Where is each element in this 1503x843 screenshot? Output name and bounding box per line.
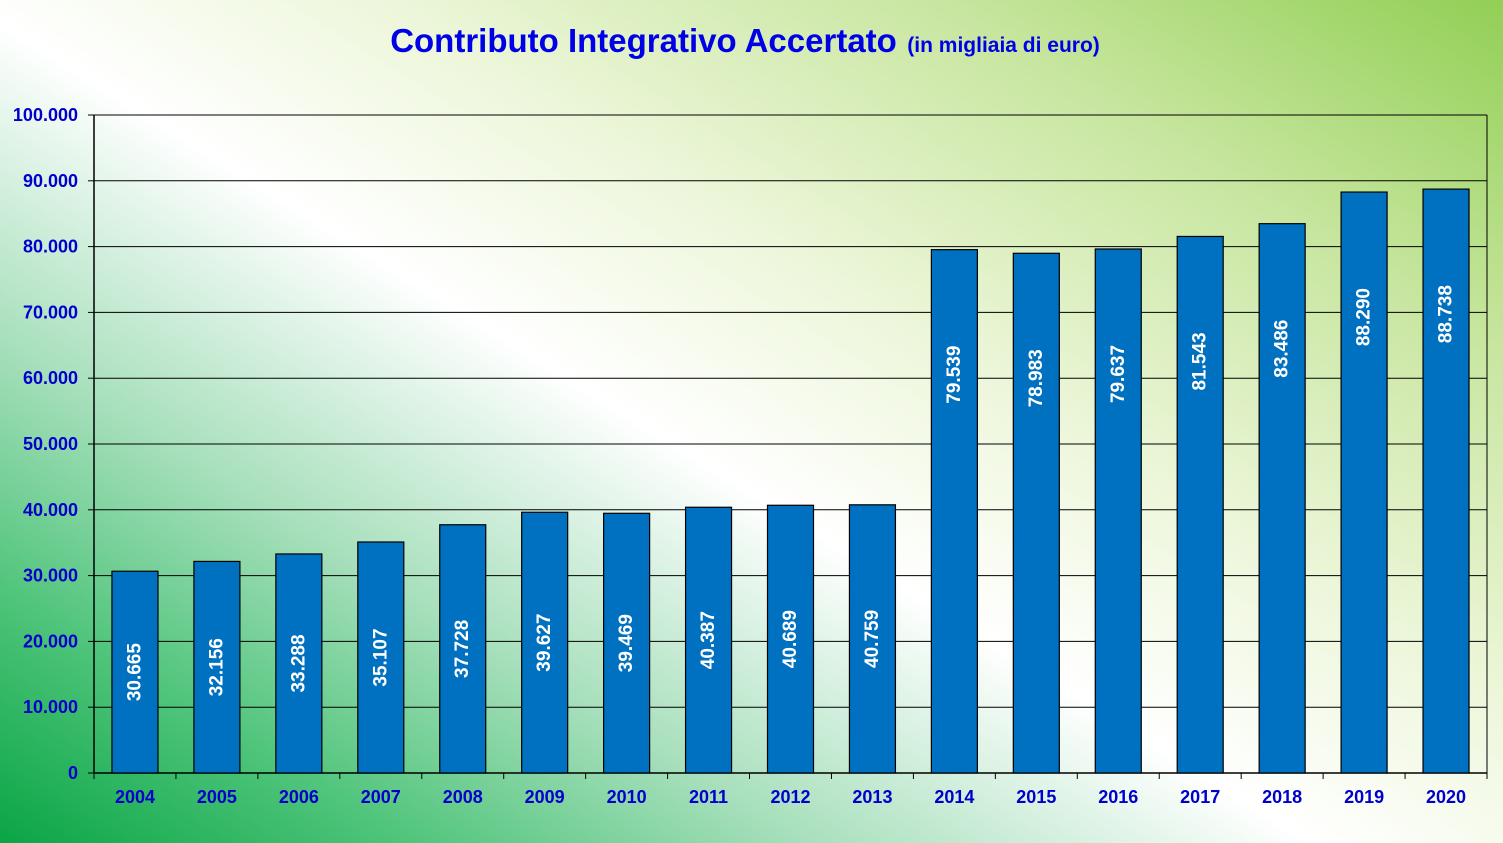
y-tick-label: 80.000	[23, 237, 78, 257]
bar-2017	[1176, 235, 1224, 774]
data-label-2018: 83.486	[1272, 320, 1293, 378]
x-tick-label-2006: 2006	[279, 787, 319, 807]
x-tick-label-2013: 2013	[852, 787, 892, 807]
data-label-2020: 88.738	[1436, 285, 1457, 343]
y-tick-label: 50.000	[23, 434, 78, 454]
y-tick-label: 20.000	[23, 631, 78, 651]
bar-2018	[1258, 223, 1306, 774]
bar-2020	[1422, 188, 1470, 774]
bar-2009	[521, 511, 569, 774]
bar-2014	[930, 249, 978, 774]
x-tick-label-2014: 2014	[934, 787, 974, 807]
data-label-2017: 81.543	[1190, 332, 1211, 390]
bar-2007	[357, 541, 405, 774]
bars	[111, 188, 1470, 774]
x-tick-label-2004: 2004	[115, 787, 155, 807]
chart-title: Contributo Integrativo Accertato	[390, 22, 897, 59]
bar-2004	[111, 570, 159, 774]
data-label-2004: 30.665	[124, 643, 145, 702]
data-label-2016: 79.637	[1108, 345, 1129, 403]
y-tick-label: 60.000	[23, 368, 78, 388]
y-tick-label: 70.000	[23, 302, 78, 322]
bar-2006	[275, 553, 323, 774]
x-tick-label-2010: 2010	[607, 787, 647, 807]
x-tick-label-2012: 2012	[770, 787, 810, 807]
x-tick-label-2020: 2020	[1426, 787, 1466, 807]
x-tick-label-2018: 2018	[1262, 787, 1302, 807]
bar-2010	[603, 512, 651, 774]
x-tick-label-2011: 2011	[689, 787, 728, 807]
bar-2011	[684, 506, 733, 774]
bar-2008	[439, 524, 487, 774]
x-tick-label-2015: 2015	[1016, 787, 1056, 807]
data-label-2015: 78.983	[1026, 349, 1047, 407]
bar-2013	[848, 504, 897, 774]
x-tick-label-2007: 2007	[361, 787, 401, 807]
y-tick-label: 40.000	[23, 500, 78, 520]
x-tick-label-2008: 2008	[443, 787, 483, 807]
chart-subtitle: (in migliaia di euro)	[907, 34, 1100, 57]
bar-2015	[1012, 252, 1060, 774]
x-tick-label-2009: 2009	[525, 787, 565, 807]
y-tick-label: 0	[68, 763, 78, 783]
data-label-2011: 40.387	[698, 611, 719, 669]
data-label-2005: 32.156	[206, 638, 227, 696]
data-label-2013: 40.759	[862, 610, 883, 668]
data-label-2008: 37.728	[452, 620, 473, 678]
y-tick-label: 30.000	[23, 566, 78, 586]
data-label-2009: 39.627	[534, 614, 555, 672]
x-tick-label-2016: 2016	[1098, 787, 1138, 807]
data-label-2012: 40.689	[780, 610, 801, 668]
x-tick-label-2017: 2017	[1180, 787, 1220, 807]
bar-2016	[1094, 248, 1142, 774]
y-tick-label: 10.000	[23, 697, 78, 717]
bar-2012	[766, 504, 815, 774]
data-label-2019: 88.290	[1354, 288, 1375, 346]
data-label-2006: 33.288	[288, 634, 309, 692]
bar-data-labels: 30.665 32.156 33.288 35.107 37.728 39.627 39.4…	[124, 285, 1456, 701]
x-axis-tick-labels: 2004 2005 2006 2007 2008 2009 2010 2011 2012 2013…	[115, 787, 1466, 807]
bar-2005	[193, 560, 241, 774]
x-tick-label-2005: 2005	[197, 787, 237, 807]
x-tick-label-2019: 2019	[1344, 787, 1384, 807]
chart-title-block: Contributo Integrativo Accertato (in mig…	[0, 22, 1490, 60]
y-tick-label: 100.000	[13, 105, 78, 125]
data-label-2007: 35.107	[370, 628, 391, 686]
data-label-2010: 39.469	[616, 614, 637, 672]
data-label-2014: 79.539	[944, 346, 965, 404]
y-tick-label: 90.000	[23, 171, 78, 191]
y-axis-tick-labels: 0 10.000 20.000 30.000 40.000 50.000 60.000 70.…	[13, 105, 78, 783]
bar-2019	[1340, 191, 1388, 774]
